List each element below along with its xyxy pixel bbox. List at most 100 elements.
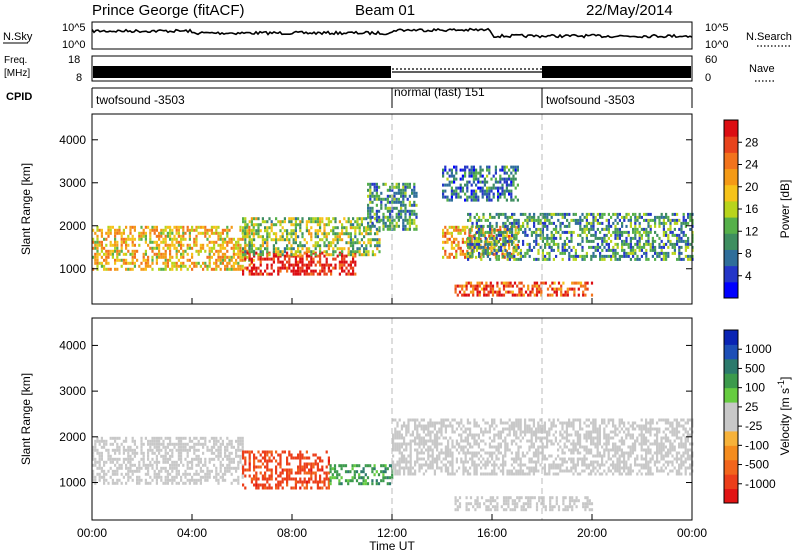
power-echo-cell [323,272,326,276]
power-echo-cell [496,290,499,294]
velocity-echo-cell [425,442,428,446]
power-echo-cell [323,241,326,245]
velocity-echo-cell [164,457,167,461]
velocity-echo-cell [460,427,463,431]
power-echo-cell [308,266,311,270]
velocity-echo-cell [173,442,176,446]
velocity-echo-cell [429,421,432,425]
power-echo-cell [109,243,112,247]
power-echo-cell [338,253,341,257]
power-ytick-label-3: 4000 [59,133,86,147]
power-echo-cell [660,248,663,252]
power-ylabel: Slant Range [km] [19,163,33,255]
power-echo-cell [286,229,289,233]
power-echo-cell [248,241,251,245]
power-echo-cell [349,220,352,224]
velocity-echo-cell [100,466,103,470]
power-echo-cell [228,261,231,265]
velocity-echo-cell [583,445,586,449]
power-echo-cell [100,264,103,268]
power-echo-cell [155,258,158,262]
velocity-echo-cell [364,479,367,483]
power-echo-cell [217,234,220,238]
power-echo-cell [371,221,374,225]
power-echo-cell [118,228,121,232]
power-echo-cell [489,242,492,246]
power-echo-cell [533,215,536,219]
power-echo-cell [634,242,637,246]
velocity-echo-cell [208,448,211,452]
power-echo-cell [524,218,527,222]
velocity-echo-cell [344,464,348,468]
velocity-echo-cell [484,427,487,431]
velocity-echo-cell [528,466,531,470]
power-echo-cell [244,238,247,242]
power-echo-cell [131,237,134,241]
power-echo-cell [645,230,648,234]
power-echo-cell [374,232,377,236]
power-echo-cell [491,215,494,219]
power-echo-cell [116,243,119,247]
power-colorbar-swatch-0 [724,281,738,299]
power-echo-cell [182,261,185,265]
velocity-echo-cell [175,460,178,464]
power-echo-cell [232,261,235,265]
power-echo-cell [255,269,258,273]
power-echo-cell [413,182,416,186]
velocity-echo-cell [400,433,403,437]
power-echo-cell [568,257,571,261]
power-echo-cell [645,227,648,231]
velocity-echo-cell [171,463,174,467]
velocity-echo-cell [206,466,209,470]
velocity-echo-cell [453,472,456,476]
power-echo-cell [147,264,150,268]
velocity-echo-cell [504,439,507,443]
velocity-echo-cell [275,486,278,490]
velocity-echo-cell [552,460,555,464]
power-echo-cell [319,254,322,258]
power-echo-cell [371,209,374,213]
power-echo-cell [492,192,495,196]
velocity-echo-cell [155,445,158,449]
power-echo-cell [515,233,518,237]
power-echo-cell [142,231,145,235]
power-echo-cell [250,247,253,251]
velocity-echo-cell [506,427,509,431]
power-echo-cell [259,257,262,261]
velocity-echo-cell [184,469,187,473]
velocity-echo-cell [215,436,218,440]
power-echo-cell [155,228,158,232]
velocity-echo-cell [585,418,588,422]
power-echo-cell [478,230,481,234]
power-echo-cell [413,185,416,189]
velocity-echo-cell [314,459,317,463]
power-echo-cell [314,247,317,251]
power-echo-cell [114,237,117,241]
power-echo-cell [301,263,304,267]
velocity-echo-cell [180,439,183,443]
power-echo-cell [175,240,178,244]
power-echo-cell [654,215,657,219]
velocity-echo-cell [561,427,564,431]
power-echo-cell [221,228,224,232]
velocity-echo-cell [173,463,176,467]
power-echo-cell [122,261,125,265]
power-echo-cell [505,198,508,202]
velocity-echo-cell [290,471,293,475]
power-echo-cell [257,247,260,251]
velocity-echo-cell [471,433,474,437]
power-echo-cell [546,224,549,228]
power-echo-cell [508,227,511,231]
velocity-echo-cell [447,472,450,476]
power-echo-cell [397,197,400,201]
velocity-echo-cell [312,462,315,466]
power-echo-cell [305,272,308,276]
power-echo-cell [472,198,475,202]
power-echo-cell [94,255,97,259]
velocity-echo-cell [264,474,267,478]
power-echo-cell [171,231,174,235]
power-echo-cell [470,246,473,250]
velocity-echo-cell [244,459,247,463]
velocity-echo-cell [140,451,143,455]
power-echo-cell [498,287,501,291]
